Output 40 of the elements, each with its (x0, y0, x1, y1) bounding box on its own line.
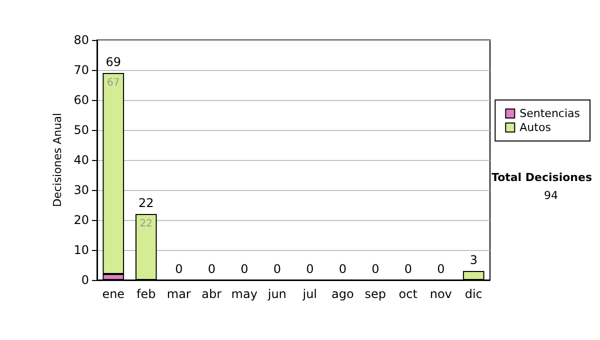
total-label: 0 (437, 262, 445, 276)
x-tick-label: ago (331, 287, 354, 301)
total-label: 22 (138, 196, 154, 210)
x-tick-label: ene (102, 287, 125, 301)
x-tick-label: feb (136, 287, 156, 301)
total-label: 3 (470, 253, 478, 267)
total-label: 0 (338, 262, 346, 276)
x-tick-label: dic (464, 287, 482, 301)
total-label: 69 (106, 55, 122, 69)
text: Total Decisiones (492, 171, 592, 184)
legend-label: Sentencias (520, 107, 580, 120)
data-label: 22 (140, 218, 152, 230)
total-label: 0 (273, 262, 281, 276)
total-label: 0 (175, 262, 183, 276)
y-tick-label: 60 (74, 93, 89, 107)
x-tick-label: mar (166, 287, 191, 301)
total-label: 0 (208, 262, 216, 276)
x-tick-label: oct (398, 287, 418, 301)
legend-label: Autos (520, 121, 552, 134)
text: 94 (544, 189, 558, 202)
total-label: 0 (240, 262, 248, 276)
y-tick-label: 0 (81, 273, 89, 287)
x-tick-label: sep (364, 287, 386, 301)
total-label: 0 (372, 262, 380, 276)
y-axis-title: Decisiones Anual (50, 112, 64, 208)
x-tick-label: jun (266, 287, 286, 301)
total-label: 0 (404, 262, 412, 276)
y-tick-label: 40 (74, 153, 89, 167)
y-tick-label: 70 (74, 63, 89, 77)
x-tick-label: nov (430, 287, 452, 301)
x-tick-label: may (231, 287, 258, 301)
y-tick-label: 30 (74, 183, 89, 197)
data-label: 67 (107, 78, 120, 88)
y-tick-label: 50 (74, 123, 89, 137)
y-tick-label: 80 (74, 33, 89, 47)
total-label: 0 (306, 262, 314, 276)
y-tick-label: 10 (74, 243, 89, 257)
y-tick-label: 20 (74, 213, 89, 227)
x-tick-label: abr (202, 287, 222, 301)
x-tick-label: jul (302, 287, 318, 301)
